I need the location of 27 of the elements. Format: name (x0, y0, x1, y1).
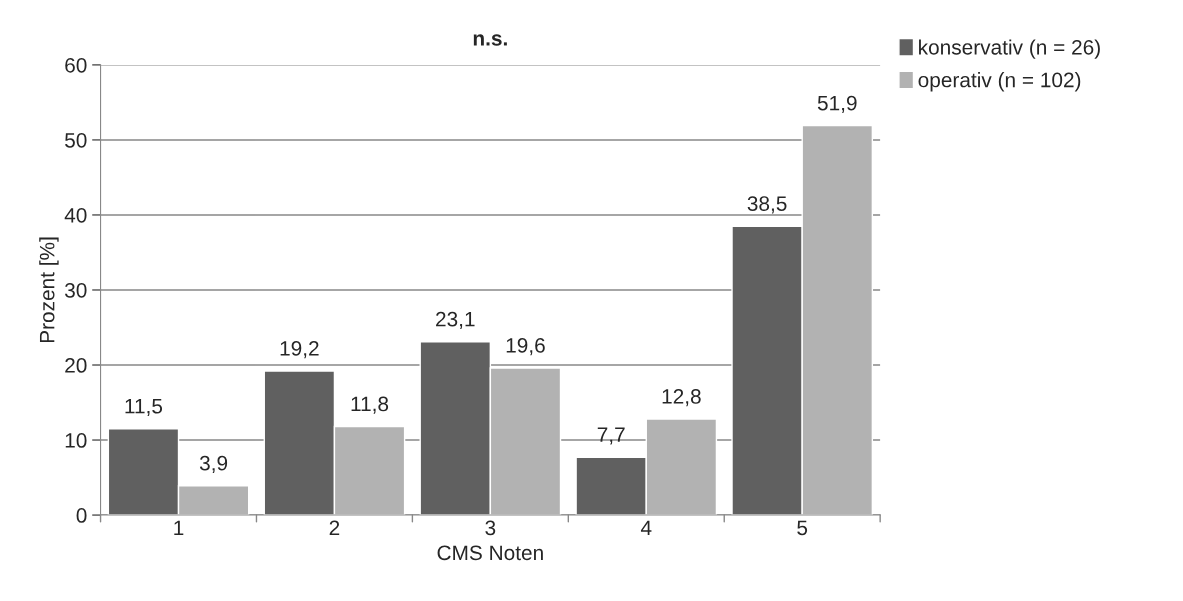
x-tick-label: 1 (174, 520, 184, 536)
x-tick-label: 5 (797, 520, 808, 536)
legend-label: konservativ (n = 26) (919, 39, 1100, 59)
x-tick-label: 3 (485, 520, 496, 536)
y-tick-label: 40 (64, 207, 87, 223)
y-tick-label: 30 (64, 282, 87, 298)
x-tick-label: 4 (640, 520, 652, 536)
x-axis-title: CMS Noten (437, 545, 543, 561)
y-tick-label: 60 (65, 57, 87, 73)
data-label: 11,5 (125, 399, 163, 417)
y-tick-label: 10 (65, 433, 87, 448)
data-label: 23,1 (436, 311, 475, 329)
data-label: 38,5 (747, 196, 787, 214)
data-label: 51,9 (817, 95, 857, 113)
y-axis-title: Prozent [%] (39, 237, 59, 343)
y-tick-label: 50 (65, 132, 87, 148)
data-label: 19,2 (280, 341, 319, 359)
y-tick-label: 0 (76, 508, 87, 523)
y-tick-label: 20 (65, 358, 87, 373)
x-tick-label: 2 (329, 520, 340, 536)
legend-label: operativ (n = 102) (918, 72, 1081, 92)
chart-title: n.s. (473, 34, 507, 46)
data-label: 12,8 (662, 389, 701, 407)
data-label: 3,9 (199, 455, 228, 474)
data-label: 7,7 (597, 427, 625, 445)
data-label: 19,6 (506, 338, 545, 356)
data-label: 11,8 (351, 396, 389, 414)
